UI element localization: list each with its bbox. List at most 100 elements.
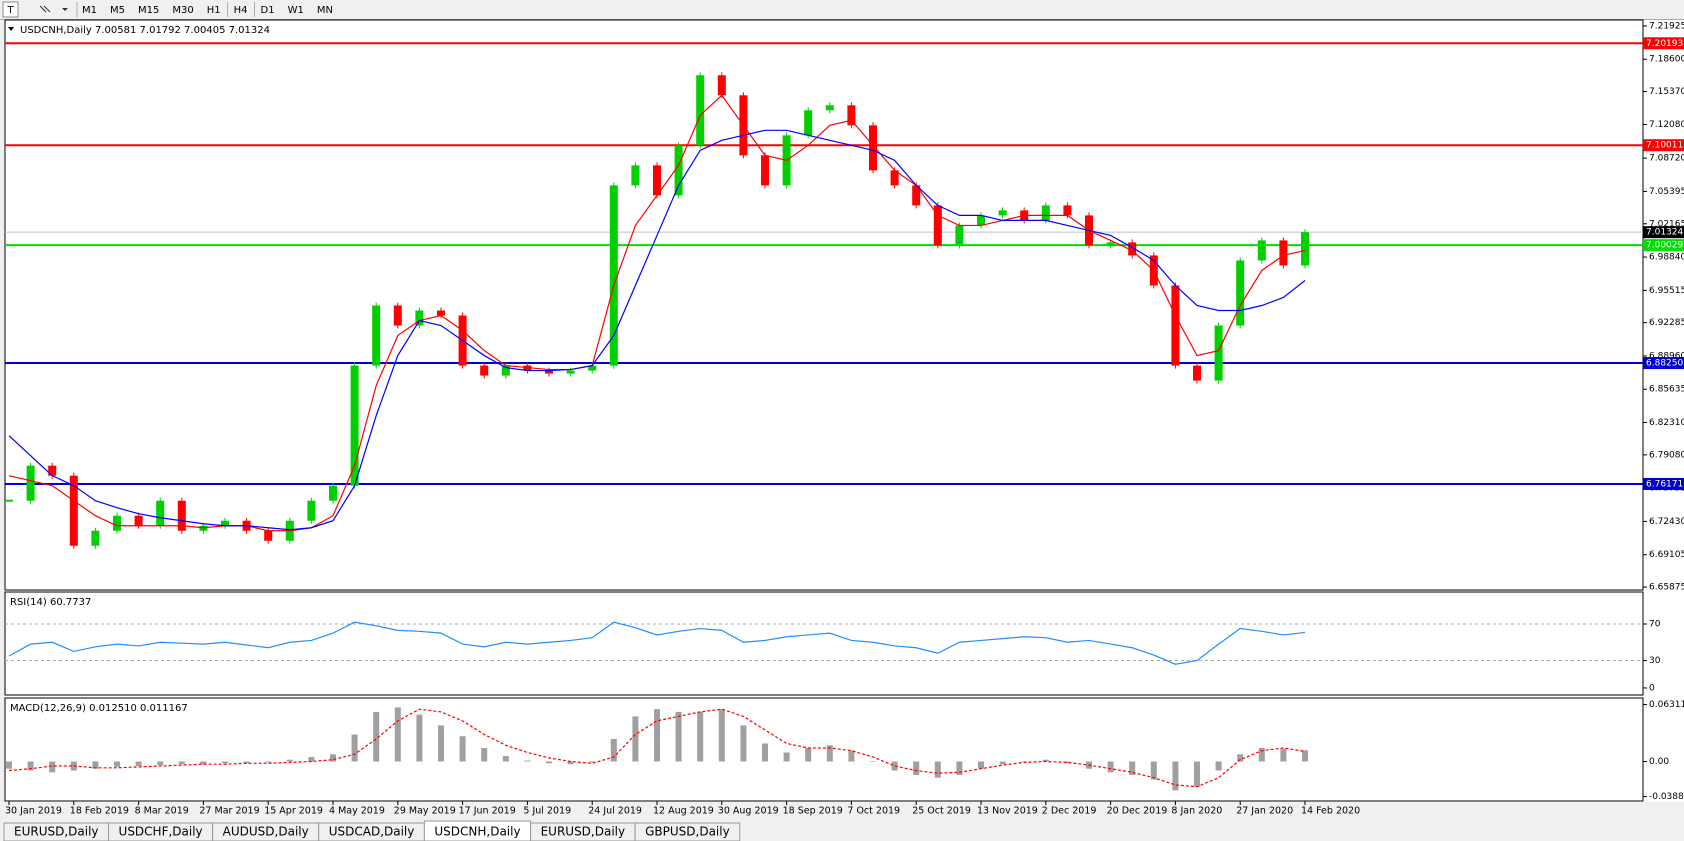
macd-bar [265,761,272,763]
macd-bar [675,711,682,762]
panel-title: USDCNH,Daily 7.00581 7.01792 7.00405 7.0… [20,25,270,36]
text-tool[interactable] [2,1,19,18]
tab-label[interactable]: AUDUSD,Daily [223,825,309,839]
y-tick-label: 6.82310 [1649,418,1684,428]
macd-bar [1194,761,1200,787]
macd-bar [956,761,963,776]
candle [1214,325,1223,381]
price-level-label: 7.00029 [1646,241,1683,251]
candle [113,515,121,531]
y-tick-label: 7.18600 [1649,55,1684,65]
tab-label[interactable]: USDCNH,Daily [434,825,520,839]
candle [307,500,316,521]
macd-bar [6,761,12,769]
price-level-label: 7.10011 [1646,141,1683,151]
macd-bar [481,747,488,762]
tab-label[interactable]: USDCHF,Daily [119,825,203,839]
macd-bar [783,752,790,762]
candle [847,105,856,126]
candle [480,365,489,376]
tab-label[interactable]: USDCAD,Daily [329,825,415,839]
dropdown[interactable] [62,8,68,11]
price-level-box [1643,477,1684,490]
y-tick-label: 7.15370 [1649,87,1684,97]
candle [825,105,834,111]
period-button[interactable]: M30 [172,5,193,16]
macd-bar [567,761,574,765]
candle [350,365,359,486]
candle [134,515,143,526]
candle [26,465,35,501]
tab-label[interactable]: EURUSD,Daily [14,825,99,839]
macd-bar [913,761,920,776]
tab[interactable] [634,822,741,841]
period-button[interactable]: H4 [234,5,248,16]
x-tick-label: 12 Aug 2019 [653,806,714,817]
y-tick-label: 7.12080 [1649,120,1684,130]
macd-bar [740,725,747,762]
period-button[interactable]: M1 [82,5,97,16]
candle [869,125,877,171]
candle [1041,205,1050,221]
tab-label[interactable]: GBPUSD,Daily [645,825,730,839]
y-tick-label: 0.00 [1649,757,1669,767]
x-tick-label: 24 Jul 2019 [588,806,642,817]
macd-bar [870,761,876,762]
macd-bar [330,754,336,762]
candle [1301,232,1309,266]
x-tick-label: 2 Dec 2019 [1042,806,1097,817]
candle [1236,260,1245,326]
period-button[interactable]: W1 [288,5,304,16]
macd-bar [848,750,855,762]
candle [696,75,705,146]
last-price-box [1643,226,1684,239]
toolbar [0,0,1684,19]
candle [998,210,1007,216]
collapse-arrow[interactable] [8,27,14,31]
macd-bar [978,761,984,769]
panel-border [4,591,1644,696]
arrow-tool[interactable] [39,5,51,13]
y-tick-label: 0 [1649,683,1655,693]
macd-bar [1237,754,1244,762]
period-button[interactable]: H1 [207,5,221,16]
candle [1279,240,1288,266]
period-button[interactable]: M5 [110,5,125,16]
x-tick-label: 5 Jul 2019 [523,806,571,817]
tab-label[interactable]: EURUSD,Daily [541,825,626,839]
x-tick-label: 20 Dec 2019 [1107,806,1168,817]
macd-bar [546,761,552,764]
period-button[interactable]: D1 [261,5,275,16]
macd-bar [27,761,34,771]
candle [329,485,337,501]
macd-bar [222,761,228,764]
macd-bar [286,759,293,762]
x-tick-label: 4 May 2019 [329,806,385,817]
candle [588,365,597,371]
macd-bar [459,736,466,762]
x-tick-label: 25 Oct 2019 [912,806,971,817]
period-button[interactable]: M15 [138,5,159,16]
panel-title: MACD(12,26,9) 0.012510 0.011167 [10,703,188,714]
period-button[interactable]: MN [317,5,333,16]
macd-bar [200,761,207,765]
price-level-label: 6.88250 [1646,359,1683,369]
y-tick-label: 6.95515 [1649,286,1684,296]
y-tick-label: 7.08720 [1649,154,1684,164]
panel-title: RSI(14) 60.7737 [10,597,91,608]
candle [674,145,683,196]
x-tick-label: 18 Feb 2019 [70,806,129,817]
macd-signal [8,708,1306,788]
candle [717,75,726,96]
candle [501,365,510,376]
price-level-label: 6.76171 [1646,479,1683,489]
rsi-line [8,621,1306,665]
candle [890,170,899,186]
candle [1171,285,1180,366]
y-tick-label: 7.21925 [1649,21,1684,31]
candle [1128,242,1137,256]
macd-bar [610,738,617,762]
macd-bar [502,756,509,762]
candle [1193,365,1201,381]
macd-bar [351,734,358,762]
